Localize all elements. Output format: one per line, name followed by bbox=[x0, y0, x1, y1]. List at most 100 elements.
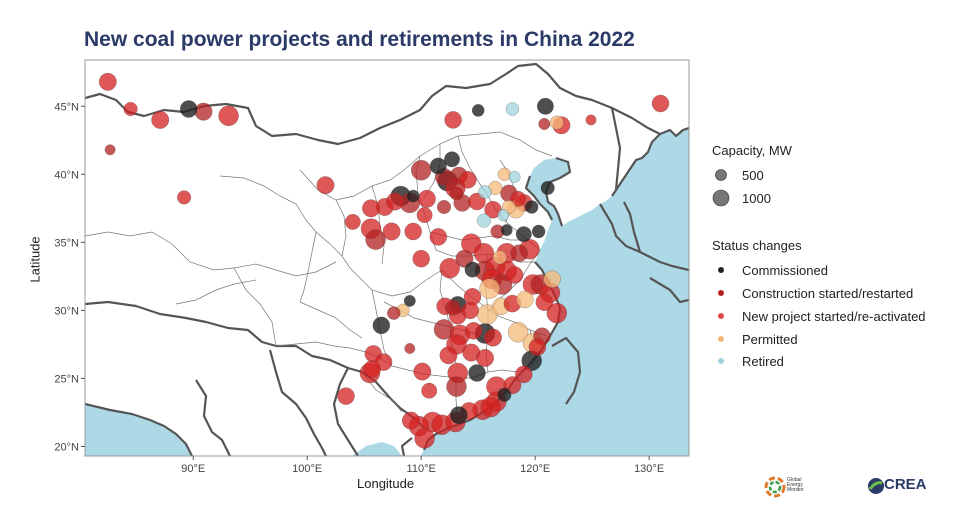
crea-logo-text: CREA bbox=[884, 476, 927, 493]
capacity-symbol-500 bbox=[715, 169, 727, 181]
plant-point-new bbox=[459, 171, 477, 189]
plant-point-new bbox=[362, 199, 380, 218]
plant-point-new bbox=[476, 349, 494, 367]
plant-point-new bbox=[316, 176, 335, 195]
plant-point-permitted bbox=[543, 270, 561, 288]
sea-bay-of-bengal bbox=[85, 404, 192, 456]
plant-point-new bbox=[505, 266, 524, 284]
status-symbol-permitted bbox=[718, 336, 724, 342]
x-tick-label: 90°E bbox=[181, 463, 205, 475]
plant-point-commissioned bbox=[497, 387, 512, 402]
status-label-new-project: New project started/re-activated bbox=[742, 309, 926, 324]
map-panel-frame bbox=[84, 59, 690, 457]
plant-point-new bbox=[651, 94, 670, 113]
plant-point-new bbox=[444, 111, 462, 129]
plant-point-new bbox=[412, 249, 430, 268]
plant-point-construction bbox=[446, 376, 467, 397]
plant-point-permitted bbox=[507, 321, 529, 343]
plant-point-construction bbox=[538, 118, 551, 130]
chart-title: New coal power projects and retirements … bbox=[84, 28, 635, 51]
plant-point-new bbox=[429, 228, 448, 246]
plant-point-commissioned bbox=[471, 104, 485, 117]
plant-point-new bbox=[464, 322, 483, 340]
plant-point-construction bbox=[194, 102, 213, 121]
plant-points bbox=[98, 72, 670, 449]
plant-point-commissioned bbox=[515, 226, 532, 243]
plant-point-commissioned bbox=[531, 224, 546, 239]
plant-point-construction bbox=[510, 244, 528, 262]
y-axis-ticks: 20°N 25°N 30°N 35°N 40°N 45°N bbox=[54, 101, 85, 453]
plant-point-commissioned bbox=[403, 294, 416, 307]
plant-point-construction bbox=[387, 306, 401, 320]
y-tick-label: 30°N bbox=[54, 305, 79, 317]
plant-point-new bbox=[484, 328, 502, 347]
plant-point-new bbox=[585, 114, 597, 126]
plant-point-construction bbox=[410, 159, 432, 181]
plant-point-new bbox=[151, 110, 170, 129]
capacity-symbol-1000 bbox=[712, 189, 730, 207]
y-tick-label: 45°N bbox=[54, 101, 79, 113]
plant-point-commissioned bbox=[500, 224, 513, 237]
capacity-legend-label-500: 500 bbox=[742, 168, 764, 183]
plant-point-construction bbox=[104, 144, 116, 156]
status-symbol-retired bbox=[718, 358, 724, 364]
plant-point-new bbox=[421, 382, 438, 399]
y-tick-label: 40°N bbox=[54, 169, 79, 181]
plant-point-retired bbox=[505, 102, 520, 116]
map-panel bbox=[85, 60, 689, 456]
plant-point-retired bbox=[476, 213, 491, 228]
plant-point-retired bbox=[508, 171, 521, 183]
plant-point-new bbox=[515, 365, 533, 384]
plant-point-new bbox=[382, 222, 401, 241]
x-tick-label: 100°E bbox=[292, 463, 322, 475]
y-tick-label: 25°N bbox=[54, 373, 79, 385]
gem-logo-text: Global Energy Monitor bbox=[787, 477, 804, 493]
plant-point-new bbox=[480, 396, 501, 418]
y-tick-label: 35°N bbox=[54, 237, 79, 249]
plant-point-permitted bbox=[492, 250, 507, 265]
status-legend-symbols bbox=[718, 267, 724, 364]
plant-point-new bbox=[98, 72, 117, 91]
plant-point-new bbox=[363, 360, 381, 378]
plant-point-commissioned bbox=[444, 151, 460, 168]
status-label-construction: Construction started/restarted bbox=[742, 286, 914, 301]
status-label-commissioned: Commissioned bbox=[742, 263, 828, 278]
plant-point-new bbox=[414, 428, 435, 449]
plant-point-commissioned bbox=[372, 316, 391, 335]
plant-point-commissioned bbox=[524, 200, 539, 214]
sea-korea-japan bbox=[612, 224, 689, 302]
capacity-legend-title: Capacity, MW bbox=[712, 143, 792, 158]
sea-gulf-tonkin bbox=[352, 442, 402, 456]
plant-point-commissioned bbox=[429, 157, 447, 175]
plant-point-new bbox=[386, 192, 404, 211]
y-axis-title: Latitude bbox=[27, 236, 43, 283]
plant-point-new bbox=[461, 301, 479, 320]
plant-point-construction bbox=[404, 343, 416, 354]
plant-point-commissioned bbox=[179, 100, 198, 118]
plant-point-new bbox=[401, 411, 420, 430]
plant-point-new bbox=[439, 346, 458, 365]
x-tick-label: 130°E bbox=[634, 463, 664, 475]
capacity-legend-symbols bbox=[712, 169, 730, 207]
x-tick-label: 110°E bbox=[407, 463, 436, 475]
capacity-legend-label-1000: 1000 bbox=[742, 191, 771, 206]
plant-point-permitted bbox=[516, 290, 534, 309]
plant-point-commissioned bbox=[464, 261, 481, 278]
plant-point-new bbox=[417, 189, 436, 208]
x-axis-title: Longitude bbox=[357, 476, 415, 491]
plant-point-commissioned bbox=[449, 406, 468, 425]
plant-point-new bbox=[123, 101, 138, 117]
status-symbol-new-project bbox=[718, 313, 724, 319]
plant-point-commissioned bbox=[536, 97, 554, 115]
plant-point-new bbox=[218, 105, 239, 127]
plant-point-retired bbox=[478, 185, 492, 199]
plant-point-construction bbox=[365, 229, 386, 250]
plant-point-new bbox=[416, 207, 433, 224]
plant-point-new bbox=[344, 213, 361, 230]
y-tick-label: 20°N bbox=[54, 441, 79, 453]
plant-point-new bbox=[177, 190, 192, 205]
plant-point-construction bbox=[449, 186, 464, 201]
plant-point-permitted bbox=[549, 115, 564, 130]
sea-taiwan-strait bbox=[548, 338, 580, 404]
status-symbol-commissioned bbox=[718, 267, 724, 273]
